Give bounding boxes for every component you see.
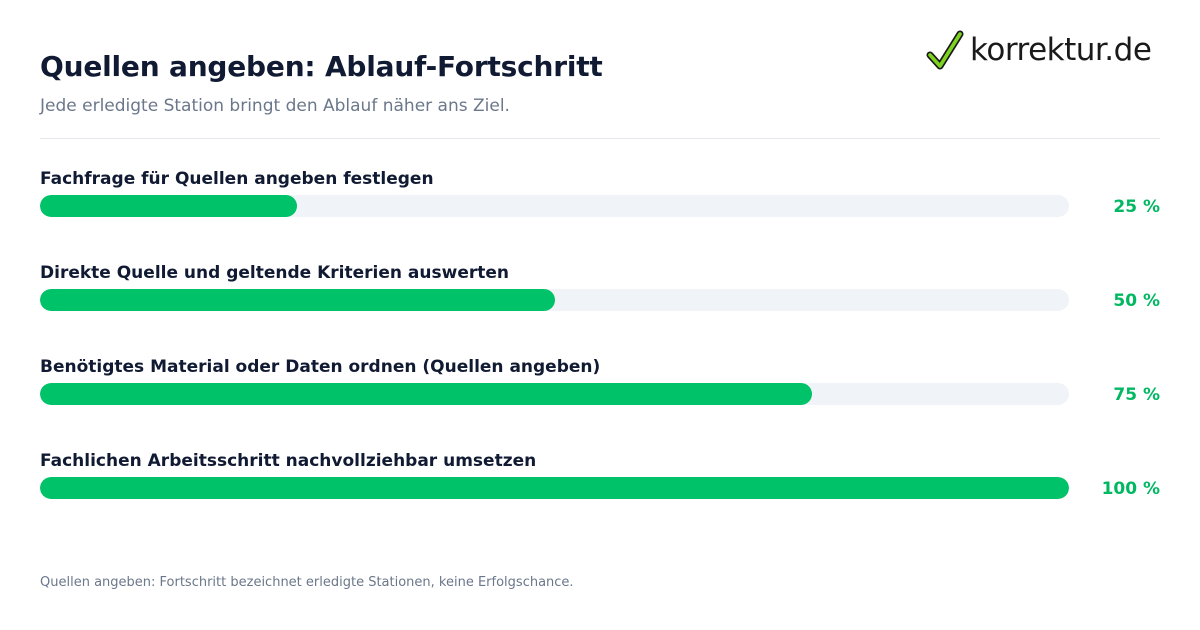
progress-bar xyxy=(40,289,555,311)
progress-row: Benötigtes Material oder Daten ordnen (Q… xyxy=(40,357,1160,417)
progress-track xyxy=(40,383,1069,405)
progress-track xyxy=(40,477,1069,499)
progress-row-label: Benötigtes Material oder Daten ordnen (Q… xyxy=(40,357,601,377)
progress-row-label: Direkte Quelle und geltende Kriterien au… xyxy=(40,263,509,283)
progress-value-label: 25 % xyxy=(1113,197,1160,217)
progress-bar xyxy=(40,477,1069,499)
progress-value-label: 100 % xyxy=(1101,479,1160,499)
progress-value-label: 75 % xyxy=(1113,385,1160,405)
progress-bar xyxy=(40,195,297,217)
page-title: Quellen angeben: Ablauf-Fortschritt xyxy=(40,50,603,83)
progress-bar xyxy=(40,383,812,405)
footnote: Quellen angeben: Fortschritt bezeichnet … xyxy=(40,575,574,590)
progress-row: Direkte Quelle und geltende Kriterien au… xyxy=(40,263,1160,323)
page-subtitle: Jede erledigte Station bringt den Ablauf… xyxy=(40,96,510,116)
brand-logo: korrektur.de xyxy=(926,30,1166,74)
progress-value-label: 50 % xyxy=(1113,291,1160,311)
header-divider xyxy=(40,138,1160,139)
progress-row: Fachlichen Arbeitsschritt nachvollziehba… xyxy=(40,451,1160,511)
progress-track xyxy=(40,195,1069,217)
progress-row-label: Fachlichen Arbeitsschritt nachvollziehba… xyxy=(40,451,537,471)
progress-row-label: Fachfrage für Quellen angeben festlegen xyxy=(40,169,434,189)
progress-row: Fachfrage für Quellen angeben festlegen 2… xyxy=(40,169,1160,229)
brand-name: korrektur.de xyxy=(970,32,1152,68)
checkmark-icon xyxy=(926,30,964,70)
progress-track xyxy=(40,289,1069,311)
